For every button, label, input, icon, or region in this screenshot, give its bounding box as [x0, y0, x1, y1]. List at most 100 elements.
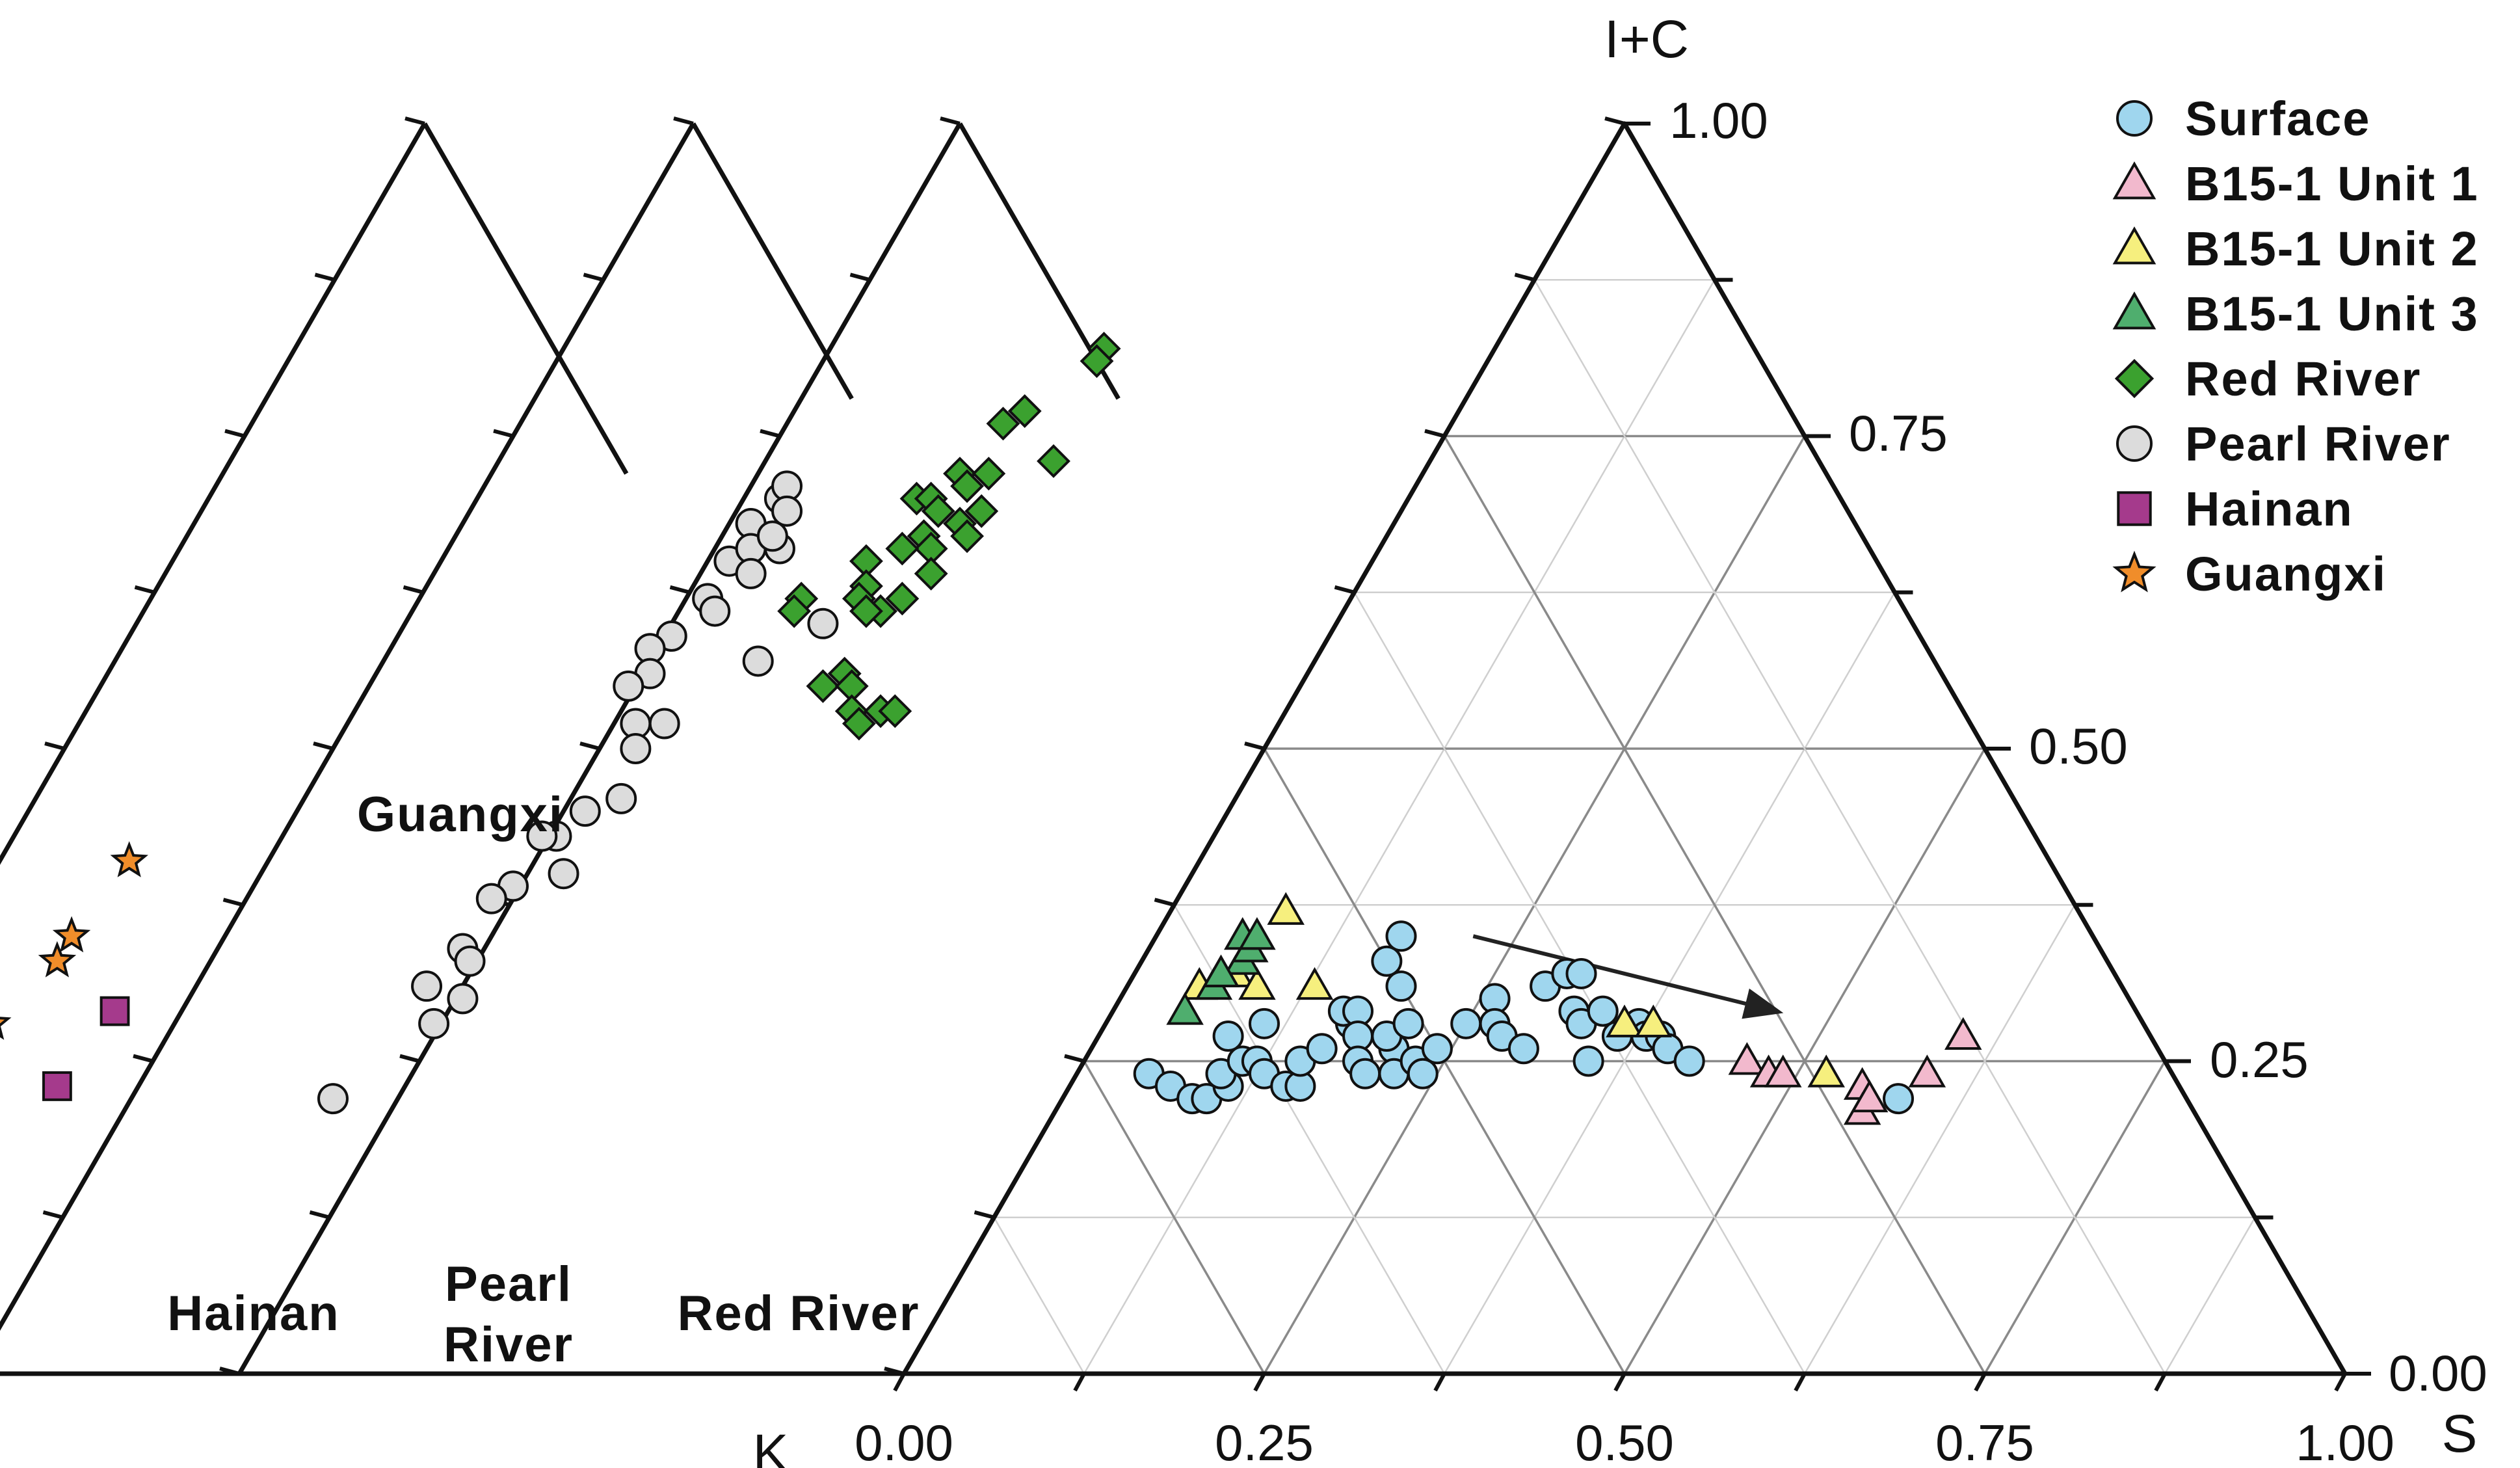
tick-left: [849, 273, 871, 282]
red-river-point: [950, 519, 985, 554]
unit2-point: [1807, 1054, 1845, 1088]
red-river-point: [878, 694, 912, 728]
tick-label-ic-0.50: 0.50: [2029, 717, 2128, 775]
main-triangle-grid: [993, 279, 2256, 1374]
surface-point: [1392, 1008, 1424, 1039]
tick-left: [1334, 585, 1355, 594]
surface-point: [1306, 1033, 1338, 1065]
tick-bottom: [1433, 1372, 1446, 1392]
surface-point: [1507, 1033, 1539, 1065]
hainan-triangle-frame-right-edge: [422, 122, 629, 475]
red-river-point: [842, 706, 876, 741]
axis-title-ic: I+C: [1604, 10, 1689, 69]
legend-label-unit3: B15-1 Unit 3: [2185, 287, 2479, 341]
tick-left: [940, 116, 961, 126]
pearl-river-point: [648, 708, 680, 740]
tick-label-ic-0.25: 0.25: [2210, 1031, 2309, 1088]
unit1-point: [1850, 1079, 1889, 1113]
unit1-point: [1728, 1042, 1766, 1075]
surface-point: [1212, 1021, 1244, 1052]
surface-point: [1565, 957, 1597, 989]
grid-line: [1803, 904, 2076, 1374]
pearl-river-point: [620, 733, 652, 764]
tick-left: [673, 116, 694, 126]
pearl-river-triangle-frame-right-edge: [691, 122, 854, 400]
region-label-hainan: Hainan: [167, 1286, 339, 1341]
tick-left: [309, 1210, 330, 1220]
pearl-river-point: [742, 645, 774, 677]
unit2-point: [1606, 1004, 1643, 1037]
legend-label-red-river: Red River: [2185, 352, 2421, 406]
surface-point: [1572, 1045, 1604, 1077]
surface-legend-icon: [2116, 100, 2153, 137]
tick-bottom: [2334, 1372, 2347, 1392]
tick-left: [405, 116, 425, 126]
legend-item-unit2: B15-1 Unit 2: [2112, 222, 2478, 276]
tick-bottom: [1073, 1372, 1086, 1392]
legend-label-hainan: Hainan: [2185, 482, 2354, 536]
tick-left: [493, 429, 514, 438]
red-river-point: [1080, 344, 1114, 379]
unit3-point: [1238, 916, 1276, 950]
tick-left: [1514, 273, 1535, 282]
tick-left: [313, 741, 334, 751]
red-river-point: [921, 494, 955, 528]
guangxi-point: [0, 1017, 12, 1040]
surface-point: [1385, 970, 1417, 1002]
tick-label-s-0.00: 0.00: [855, 1414, 953, 1468]
unit2-legend-icon: [2112, 226, 2156, 265]
pearl-river-point: [411, 970, 443, 1002]
tick-left: [399, 1054, 420, 1063]
tick-left: [222, 898, 244, 907]
pearl-river-point: [317, 1083, 349, 1115]
unit2-point: [1295, 967, 1334, 1000]
grid-line: [1443, 435, 1986, 1374]
legend-label-guangxi: Guangxi: [2185, 547, 2387, 601]
guangxi-point: [38, 941, 77, 978]
axis-ticks: [42, 116, 2371, 1392]
surface-point: [1673, 1045, 1705, 1077]
grid-line: [993, 1217, 1085, 1374]
tick-bottom: [1613, 1372, 1626, 1392]
surface-point: [1371, 945, 1403, 977]
surface-point: [1421, 1033, 1453, 1065]
tick-label-s-0.50: 0.50: [1575, 1414, 1674, 1468]
pearl-river-point: [807, 607, 839, 639]
pearl-river-point: [613, 670, 644, 702]
region-label-guangxi: Guangxi: [357, 787, 564, 842]
unit3-point: [1202, 954, 1240, 987]
axis-title-s: S: [2442, 1404, 2478, 1463]
red-river-point: [806, 669, 840, 703]
tick-bottom: [893, 1372, 906, 1392]
tick-left: [1244, 741, 1265, 751]
pearl-river-point: [756, 520, 788, 552]
red-river-point: [950, 469, 985, 503]
red-river-point: [1007, 394, 1042, 428]
region-label-pearl-line2: River: [444, 1317, 574, 1372]
tick-left: [219, 1367, 240, 1376]
data-points: [0, 332, 1982, 1125]
axis-title-k: K: [753, 1424, 789, 1468]
pearl-river-point: [771, 495, 803, 527]
pearl-river-point: [447, 983, 479, 1015]
unit1-point: [1908, 1054, 1946, 1088]
pearl-river-point: [526, 820, 558, 852]
tick-left: [884, 1367, 905, 1376]
pearl-river-point: [548, 858, 579, 890]
legend-item-surface: Surface: [2116, 92, 2370, 146]
surface-point: [1883, 1083, 1915, 1115]
surface-point: [1407, 1058, 1439, 1089]
unit3-point: [1166, 992, 1204, 1025]
tick-left: [1424, 429, 1445, 438]
red-river-legend-icon: [2114, 358, 2155, 399]
unit3-legend-icon: [2112, 291, 2156, 330]
red-river-point: [777, 594, 812, 628]
surface-point: [1587, 995, 1619, 1027]
guangxi-point: [52, 916, 91, 953]
region-label-pearl-line1: Pearl: [445, 1257, 572, 1312]
tick-left: [579, 741, 600, 751]
tick-bottom: [2154, 1372, 2167, 1392]
legend-label-surface: Surface: [2185, 92, 2370, 146]
tick-left: [134, 585, 155, 594]
